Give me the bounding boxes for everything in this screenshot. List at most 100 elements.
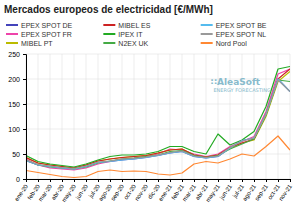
tick-mark: [122, 179, 123, 182]
y-tick: 250: [8, 51, 26, 58]
grid-line-x: [278, 54, 279, 179]
y-tick-label: 150: [8, 101, 20, 108]
legend-label: MIBEL PT: [21, 40, 53, 47]
x-tick: nov-20: [134, 179, 150, 202]
y-tick: 100: [8, 126, 26, 133]
legend-label: N2EX UK: [118, 40, 148, 47]
legend-swatch: [201, 42, 213, 44]
y-tick-label: 250: [8, 51, 20, 58]
legend-swatch: [6, 24, 18, 26]
grid-line-x: [134, 54, 135, 179]
title: Mercados europeos de electricidad [€/MWh…: [4, 4, 213, 15]
series-line: [26, 67, 290, 168]
x-tick-label: ene-21: [157, 183, 173, 202]
tick-mark: [218, 179, 219, 182]
grid: [26, 54, 290, 179]
tick-mark: [23, 179, 26, 180]
series-lines: [26, 67, 290, 178]
tick-mark: [278, 179, 279, 182]
legend-swatch: [201, 24, 213, 26]
tick-mark: [146, 179, 147, 182]
series-line: [26, 136, 290, 178]
tick-mark: [182, 179, 183, 182]
x-tick-label: jun-20: [74, 183, 89, 201]
x-tick-label: nov-20: [134, 183, 150, 202]
grid-line-x: [182, 54, 183, 179]
grid-line-x: [158, 54, 159, 179]
tick-mark: [170, 179, 171, 182]
tick-mark: [194, 179, 195, 182]
tick-mark: [23, 104, 26, 105]
tick-mark: [266, 179, 267, 182]
chart: Mercados europeos de electricidad [€/MWh…: [0, 0, 300, 209]
legend-label: EPEX SPOT BE: [216, 22, 267, 29]
legend-item: IPEX IT: [103, 31, 143, 38]
tick-mark: [23, 154, 26, 155]
x-tick: nov-21: [278, 179, 294, 202]
legend-label: MIBEL ES: [118, 22, 150, 29]
tick-mark: [23, 129, 26, 130]
grid-line-x: [290, 54, 291, 179]
tick-mark: [23, 54, 26, 55]
tick-mark: [206, 179, 207, 182]
tick-mark: [158, 179, 159, 182]
x-tick-label: sep-20: [110, 183, 126, 202]
grid-line-x: [170, 54, 171, 179]
series-line: [26, 69, 290, 168]
legend-item: EPEX SPOT DE: [6, 22, 73, 29]
x-tick-label: may-20: [61, 183, 78, 203]
tick-mark: [98, 179, 99, 182]
tick-mark: [110, 179, 111, 182]
grid-line-x: [146, 54, 147, 179]
legend-swatch: [103, 24, 115, 26]
grid-line-x: [242, 54, 243, 179]
tick-mark: [242, 179, 243, 182]
axis-domain: [27, 180, 291, 183]
tick-mark: [230, 179, 231, 182]
tick-mark: [290, 179, 291, 182]
watermark: ENERGY FORECASTING: [213, 87, 271, 93]
legend: EPEX SPOT DE EPEX SPOT FR MIBEL PT MIBEL ES…: [6, 22, 267, 47]
grid-line-x: [194, 54, 195, 179]
legend-swatch: [6, 42, 18, 44]
tick-mark: [62, 179, 63, 182]
legend-item: EPEX SPOT NL: [201, 31, 267, 38]
grid-line-x: [206, 54, 207, 179]
legend-swatch: [103, 42, 115, 44]
legend-item: EPEX SPOT FR: [6, 31, 72, 38]
legend-swatch: [103, 33, 115, 35]
x-tick: may-21: [205, 179, 222, 203]
watermark: ∷AleaSoft: [211, 77, 261, 87]
x-tick-label: may-21: [205, 183, 222, 203]
legend-item: N2EX UK: [103, 40, 148, 47]
tick-mark: [38, 179, 39, 182]
tick-mark: [74, 179, 75, 182]
grid-line-x: [254, 54, 255, 179]
y-tick: 0: [16, 176, 26, 183]
grid-line-x: [50, 54, 51, 179]
legend-label: EPEX SPOT NL: [216, 31, 267, 38]
x-tick: jun-20: [74, 179, 89, 201]
x-tick-label: mar-21: [181, 183, 197, 203]
tick-mark: [254, 179, 255, 182]
x-tick-label: sep-21: [254, 183, 270, 202]
y-axis: 0 50 100 150 200 250: [8, 51, 26, 183]
y-tick-label: 100: [8, 126, 20, 133]
legend-label: EPEX SPOT DE: [21, 22, 73, 29]
x-tick: jun-21: [218, 179, 233, 201]
x-tick: may-20: [61, 179, 78, 203]
y-tick-label: 0: [16, 176, 20, 183]
legend-label: EPEX SPOT FR: [21, 31, 72, 38]
y-tick-label: 50: [12, 151, 20, 158]
legend-swatch: [201, 33, 213, 35]
y-tick-label: 200: [8, 76, 20, 83]
tick-mark: [50, 179, 51, 182]
legend-item: Nord Pool: [201, 40, 248, 47]
y-tick: 50: [12, 151, 26, 158]
legend-item: MIBEL PT: [6, 40, 53, 47]
x-tick-label: jun-21: [218, 183, 233, 201]
tick-mark: [86, 179, 87, 182]
legend-swatch: [6, 33, 18, 35]
grid-line-x: [218, 54, 219, 179]
plot: ene-20feb-20mar-20abr-20may-20jun-20jul-…: [8, 51, 293, 203]
